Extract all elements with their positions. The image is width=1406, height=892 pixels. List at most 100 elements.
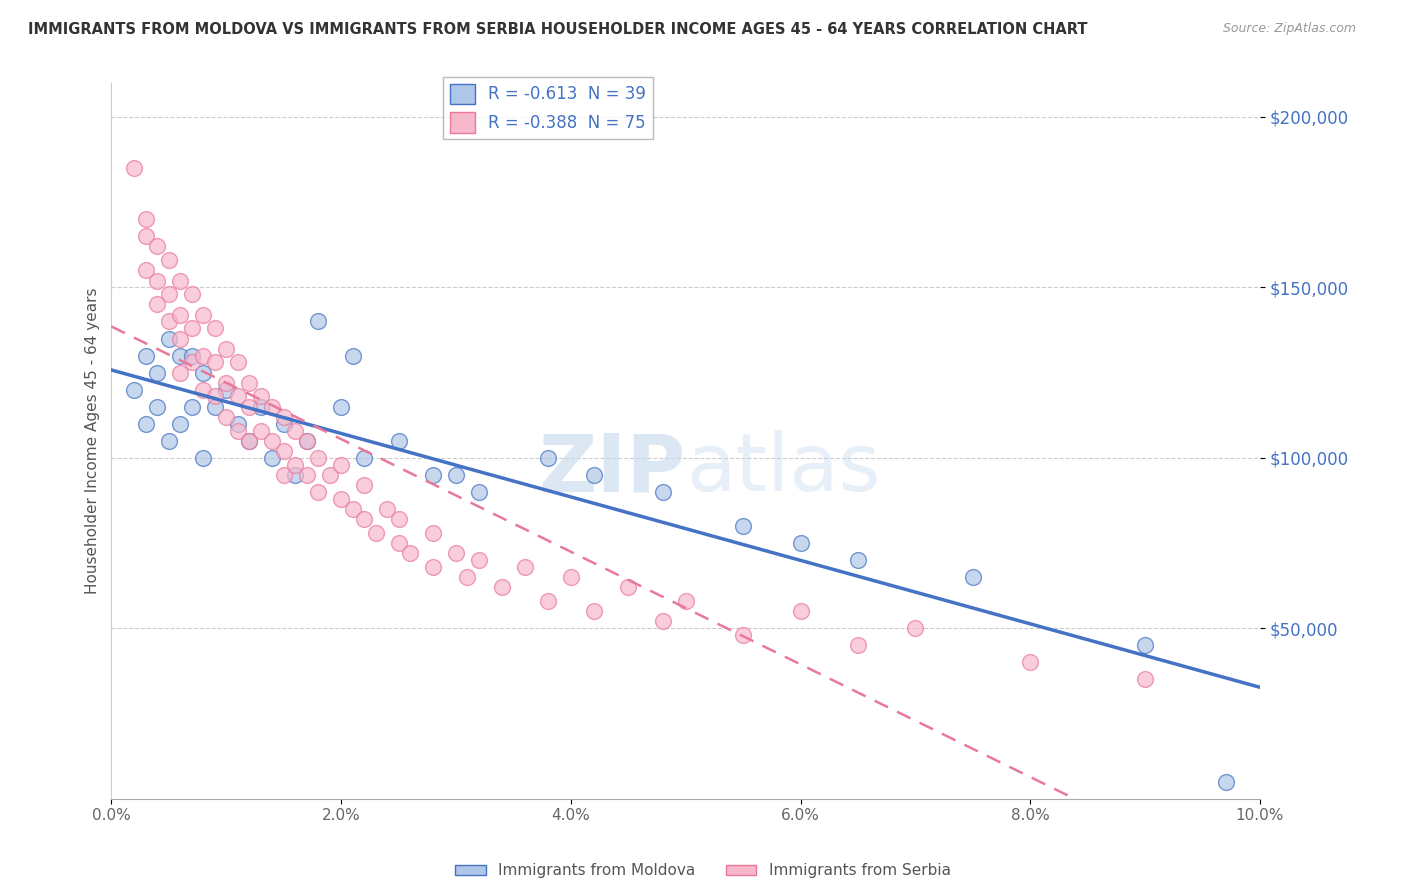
Point	[215, 342, 238, 356]
Point	[295, 434, 318, 448]
Point	[468, 553, 491, 567]
Point	[651, 484, 673, 499]
Point	[146, 400, 169, 414]
Point	[169, 274, 191, 288]
Point	[135, 229, 157, 244]
Point	[249, 400, 271, 414]
Point	[193, 366, 215, 380]
Point	[318, 467, 340, 482]
Point	[353, 512, 375, 526]
Point	[124, 161, 146, 175]
Point	[226, 417, 249, 431]
Point	[307, 450, 329, 465]
Point	[295, 467, 318, 482]
Point	[180, 321, 202, 335]
Point	[733, 519, 755, 533]
Point	[962, 570, 984, 584]
Point	[146, 366, 169, 380]
Point	[157, 434, 180, 448]
Point	[146, 239, 169, 253]
Point	[353, 450, 375, 465]
Point	[169, 332, 191, 346]
Point	[284, 458, 307, 472]
Legend: R = -0.613  N = 39, R = -0.388  N = 75: R = -0.613 N = 39, R = -0.388 N = 75	[443, 77, 652, 139]
Point	[273, 467, 295, 482]
Point	[375, 502, 398, 516]
Point	[238, 434, 260, 448]
Point	[238, 400, 260, 414]
Point	[582, 604, 605, 618]
Point	[422, 560, 444, 574]
Point	[1215, 774, 1237, 789]
Point	[204, 355, 226, 369]
Point	[491, 581, 513, 595]
Point	[249, 389, 271, 403]
Point	[284, 467, 307, 482]
Point	[342, 502, 364, 516]
Point	[387, 512, 409, 526]
Point	[387, 536, 409, 550]
Point	[284, 424, 307, 438]
Point	[295, 434, 318, 448]
Point	[226, 424, 249, 438]
Point	[226, 389, 249, 403]
Point	[204, 400, 226, 414]
Point	[846, 638, 869, 652]
Point	[169, 417, 191, 431]
Point	[215, 409, 238, 424]
Point	[249, 424, 271, 438]
Point	[135, 212, 157, 227]
Point	[262, 400, 284, 414]
Point	[1133, 673, 1156, 687]
Point	[330, 458, 353, 472]
Point	[193, 450, 215, 465]
Point	[180, 349, 202, 363]
Point	[135, 349, 157, 363]
Point	[789, 604, 811, 618]
Point	[422, 525, 444, 540]
Point	[399, 546, 422, 560]
Point	[157, 253, 180, 268]
Point	[330, 491, 353, 506]
Point	[169, 308, 191, 322]
Point	[146, 297, 169, 311]
Point	[733, 628, 755, 642]
Point	[238, 376, 260, 390]
Point	[180, 287, 202, 301]
Point	[1133, 638, 1156, 652]
Point	[582, 467, 605, 482]
Point	[226, 355, 249, 369]
Point	[904, 621, 927, 635]
Point	[789, 536, 811, 550]
Point	[537, 450, 560, 465]
Point	[135, 263, 157, 277]
Point	[169, 366, 191, 380]
Point	[157, 314, 180, 328]
Point	[180, 400, 202, 414]
Point	[238, 434, 260, 448]
Point	[330, 400, 353, 414]
Point	[157, 287, 180, 301]
Point	[387, 434, 409, 448]
Point	[135, 417, 157, 431]
Point	[307, 484, 329, 499]
Point	[422, 467, 444, 482]
Point	[342, 349, 364, 363]
Point	[456, 570, 478, 584]
Point	[537, 594, 560, 608]
Text: IMMIGRANTS FROM MOLDOVA VS IMMIGRANTS FROM SERBIA HOUSEHOLDER INCOME AGES 45 - 6: IMMIGRANTS FROM MOLDOVA VS IMMIGRANTS FR…	[28, 22, 1088, 37]
Point	[444, 546, 467, 560]
Point	[180, 355, 202, 369]
Point	[215, 383, 238, 397]
Point	[273, 409, 295, 424]
Point	[193, 383, 215, 397]
Point	[307, 314, 329, 328]
Point	[444, 467, 467, 482]
Text: atlas: atlas	[686, 431, 880, 508]
Point	[846, 553, 869, 567]
Point	[617, 581, 640, 595]
Point	[215, 376, 238, 390]
Point	[273, 417, 295, 431]
Point	[193, 349, 215, 363]
Point	[353, 478, 375, 492]
